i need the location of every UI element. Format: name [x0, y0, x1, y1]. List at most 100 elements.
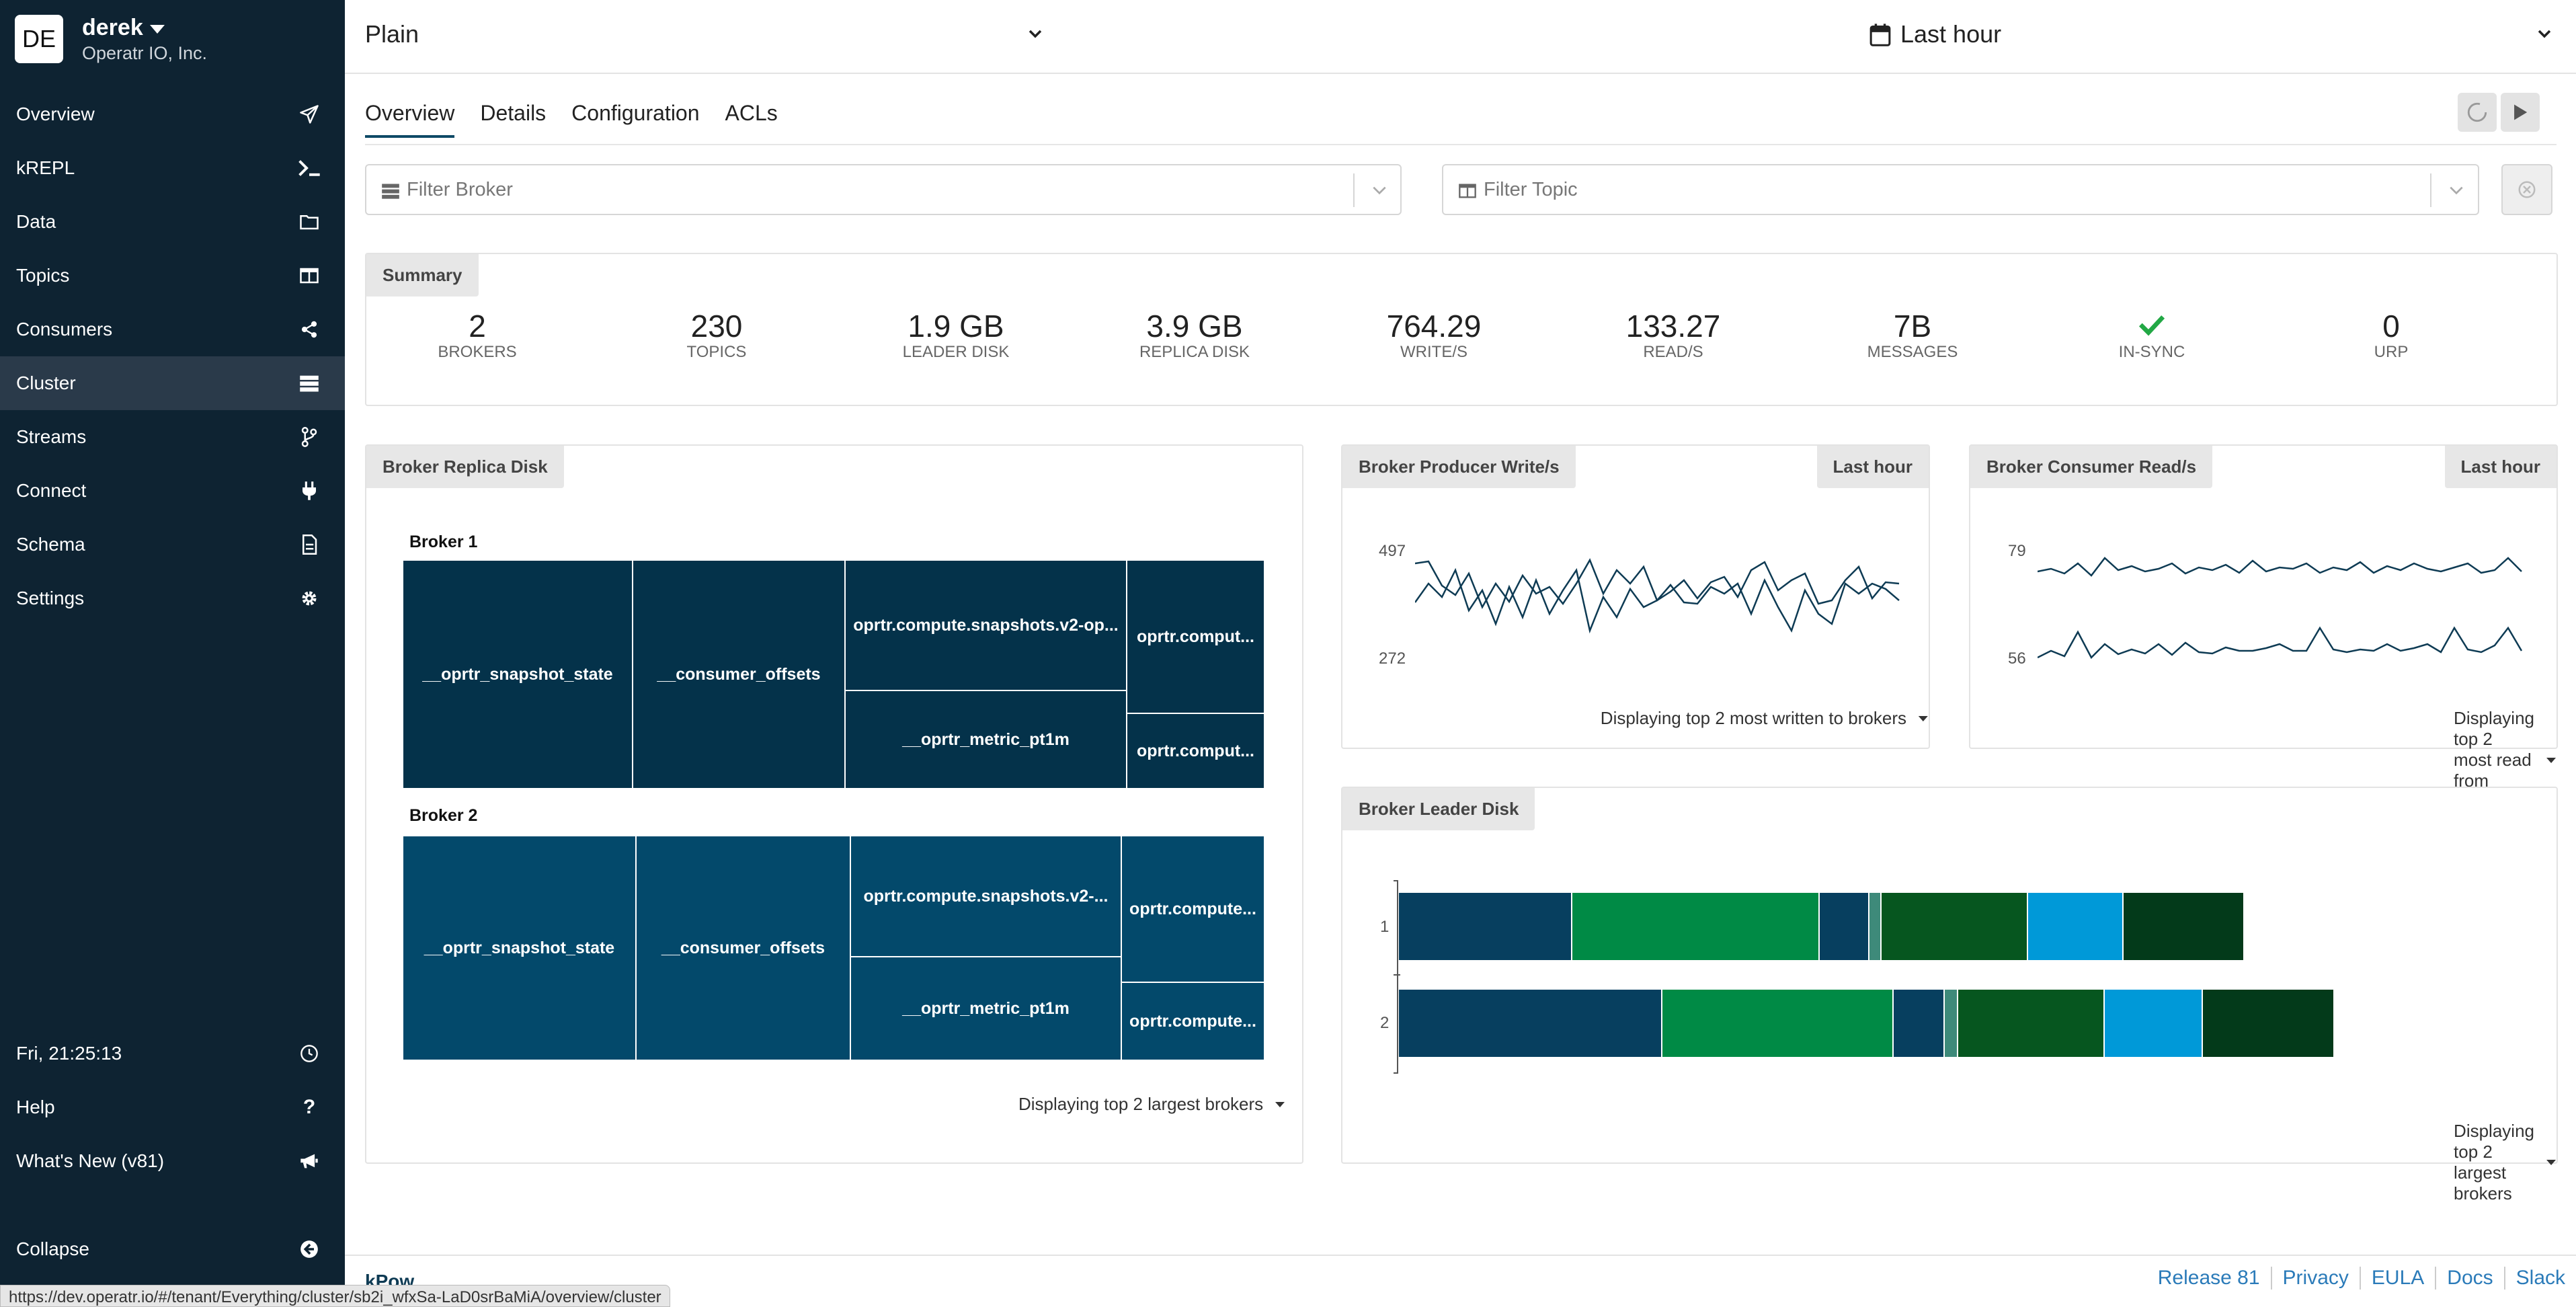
clear-filters-button[interactable]: [2501, 164, 2552, 215]
display-text: Displaying top 2 largest brokers: [1018, 1094, 1264, 1114]
broker-label: Broker 1: [409, 532, 478, 551]
broker-leader-disk-panel: Broker Leader Disk: [1341, 787, 2558, 1164]
bar-segment[interactable]: [1894, 990, 1945, 1057]
bar-segment[interactable]: [1882, 893, 2028, 960]
sidebar-item-schema[interactable]: Schema: [0, 518, 345, 571]
eula-link[interactable]: EULA: [2359, 1267, 2435, 1290]
bar-segment[interactable]: [2028, 893, 2124, 960]
refresh-button[interactable]: [2458, 93, 2497, 132]
treemap-cell[interactable]: __oprtr_metric_pt1m: [844, 690, 1127, 789]
bar-segment[interactable]: [1945, 990, 1958, 1057]
sidebar-item-cluster[interactable]: Cluster: [0, 356, 345, 410]
panel-title: Broker Producer Write/s: [1342, 446, 1576, 488]
filter-broker-select[interactable]: Filter Broker: [365, 164, 1402, 215]
bar-segment[interactable]: [1399, 893, 1572, 960]
display-options-dropdown[interactable]: Displaying top 2 most written to brokers: [1601, 708, 1928, 729]
bar-segment[interactable]: [2203, 990, 2335, 1057]
treemap-cell[interactable]: __oprtr_snapshot_state: [402, 559, 633, 789]
sidebar-item-connect[interactable]: Connect: [0, 464, 345, 518]
treemap-cell[interactable]: __oprtr_metric_pt1m: [850, 956, 1122, 1061]
play-button[interactable]: [2501, 93, 2540, 132]
sidebar-item-streams[interactable]: Streams: [0, 410, 345, 464]
sidebar-item-label: Schema: [16, 534, 85, 555]
sidebar-item-topics[interactable]: Topics: [0, 249, 345, 303]
bar-segment[interactable]: [1820, 893, 1869, 960]
treemap-cell[interactable]: __oprtr_snapshot_state: [402, 835, 637, 1061]
docs-link[interactable]: Docs: [2435, 1267, 2503, 1290]
privacy-link[interactable]: Privacy: [2270, 1267, 2360, 1290]
bar-label: 2: [1380, 1014, 1390, 1032]
sidebar-item-krepl[interactable]: kREPL: [0, 141, 345, 195]
slack-link[interactable]: Slack: [2503, 1267, 2576, 1290]
sidebar-item-label: kREPL: [16, 157, 75, 178]
stat-label: Replica Disk: [1139, 343, 1250, 361]
bar-segment[interactable]: [1662, 990, 1894, 1057]
play-icon: [2514, 104, 2528, 120]
treemap-cell[interactable]: __consumer_offsets: [635, 835, 851, 1061]
help-link[interactable]: Help ?: [0, 1080, 345, 1134]
mode-select[interactable]: Plain: [365, 20, 419, 48]
display-options-dropdown[interactable]: Displaying top 2 largest brokers: [1018, 1094, 1285, 1115]
stat-label: URP: [2374, 343, 2409, 361]
clock-icon: [298, 1042, 321, 1065]
stat-in-sync: In-Sync: [2044, 309, 2259, 362]
sidebar-item-overview[interactable]: Overview: [0, 87, 345, 141]
sidebar-item-consumers[interactable]: Consumers: [0, 303, 345, 356]
sidebar-item-settings[interactable]: Settings: [0, 571, 345, 625]
stat-value: 2: [469, 309, 486, 344]
username-dropdown[interactable]: derek: [82, 15, 165, 41]
time-range-select[interactable]: Last hour: [1900, 20, 2002, 48]
bar-segment[interactable]: [2105, 990, 2203, 1057]
bar-segment[interactable]: [1869, 893, 1882, 960]
caret-down-icon: [2546, 1160, 2556, 1165]
treemap-cell[interactable]: oprtr.comput...: [1126, 713, 1265, 789]
folder-icon: [298, 210, 321, 233]
treemap-cell[interactable]: oprtr.compute.snapshots.v2-op...: [844, 559, 1127, 691]
sidebar-item-label: Cluster: [16, 372, 76, 393]
tab-overview[interactable]: Overview: [365, 101, 455, 138]
sidebar-item-label: Consumers: [16, 319, 113, 340]
treemap-cell[interactable]: oprtr.compute...: [1121, 982, 1265, 1061]
collapse-label: Collapse: [16, 1238, 89, 1259]
sidebar-item-data[interactable]: Data: [0, 195, 345, 249]
leader-disk-bar[interactable]: [1399, 893, 2246, 960]
question-icon: ?: [303, 1096, 316, 1118]
tab-details[interactable]: Details: [480, 101, 547, 125]
bar-segment[interactable]: [1958, 990, 2105, 1057]
bar-segment[interactable]: [1399, 990, 1662, 1057]
treemap-cell[interactable]: __consumer_offsets: [632, 559, 846, 789]
clock: Fri, 21:25:13: [0, 1027, 345, 1080]
tab-acls[interactable]: ACLs: [725, 101, 778, 125]
status-bar-url: https://dev.operatr.io/#/tenant/Everythi…: [0, 1285, 670, 1307]
panel-range[interactable]: Last hour: [1816, 446, 1929, 488]
tab-configuration[interactable]: Configuration: [571, 101, 700, 125]
stat-label: Leader Disk: [902, 343, 1010, 361]
bar-label: 1: [1380, 918, 1390, 936]
bar-segment[interactable]: [1572, 893, 1820, 960]
series-line: [1415, 567, 1900, 634]
panel-range[interactable]: Last hour: [2444, 446, 2557, 488]
treemap-cell[interactable]: oprtr.compute...: [1121, 835, 1265, 983]
columns-icon: [298, 264, 321, 287]
user-menu[interactable]: DE derek Operatr IO, Inc.: [0, 0, 345, 74]
stat-urp: 0 URP: [2284, 309, 2499, 362]
chevron-down-icon[interactable]: [1027, 26, 1043, 42]
chevron-down-icon: [1373, 186, 1386, 195]
display-text: Displaying top 2 most written to brokers: [1600, 708, 1906, 728]
chevron-down-icon[interactable]: [2536, 26, 2552, 42]
leader-disk-bar[interactable]: [1399, 990, 2343, 1057]
treemap-cell[interactable]: oprtr.compute.snapshots.v2-...: [850, 835, 1122, 957]
filter-topic-select[interactable]: Filter Topic: [1442, 164, 2479, 215]
paper-plane-icon: [298, 103, 321, 126]
stat-label: Topics: [686, 343, 747, 361]
release-link[interactable]: Release 81: [2157, 1267, 2260, 1289]
top-bar: Plain Last hour: [345, 0, 2576, 74]
collapse-button[interactable]: Collapse: [0, 1222, 345, 1276]
tab-bar: Overview Details Configuration ACLs: [365, 101, 803, 138]
whats-new-link[interactable]: What's New (v81): [0, 1134, 345, 1188]
bar-segment[interactable]: [2124, 893, 2245, 960]
producer-line-chart: [1415, 558, 1900, 634]
display-options-dropdown[interactable]: Displaying top 2 largest brokers: [2454, 1121, 2556, 1204]
sidebar-item-label: Data: [16, 211, 56, 232]
treemap-cell[interactable]: oprtr.comput...: [1126, 559, 1265, 714]
